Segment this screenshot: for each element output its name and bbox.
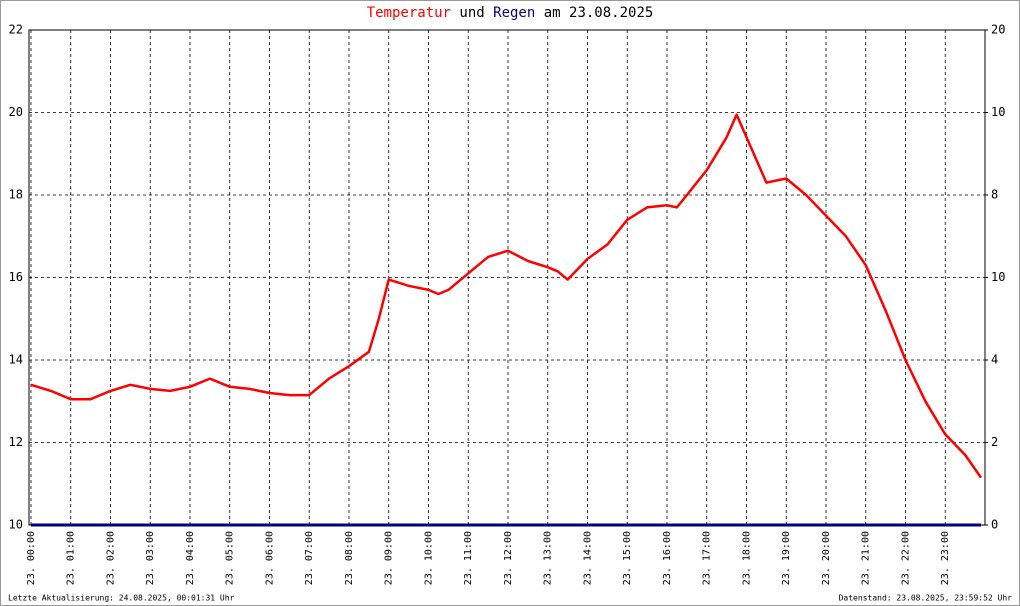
y2-tick-label: 4 — [991, 353, 998, 367]
y2-tick-label: 10 — [991, 270, 1005, 284]
y-tick-label: 20 — [9, 105, 23, 119]
x-tick-label: 23. 17:00 — [702, 531, 713, 585]
x-tick-label: 23. 11:00 — [463, 531, 474, 585]
title-part: und — [459, 5, 484, 21]
x-tick-label: 23. 18:00 — [741, 531, 752, 585]
x-tick-label: 23. 00:00 — [26, 531, 37, 585]
y-tick-label: 10 — [9, 518, 23, 532]
y-tick-label: 12 — [9, 435, 23, 449]
x-tick-label: 23. 16:00 — [662, 531, 673, 585]
x-tick-label: 23. 20:00 — [821, 531, 832, 585]
x-tick-label: 23. 19:00 — [781, 531, 792, 585]
x-tick-label: 23. 10:00 — [423, 531, 434, 585]
y2-tick-label: 0 — [991, 518, 998, 532]
chart-title: Temperatur und Regen am 23.08.2025 — [367, 5, 654, 21]
x-tick-label: 23. 21:00 — [861, 531, 872, 585]
x-tick-label: 23. 07:00 — [304, 531, 315, 585]
footer-right: Datenstand: 23.08.2025, 23:59:52 Uhr — [839, 594, 1013, 603]
y-tick-label: 16 — [9, 270, 23, 284]
y2-tick-label: 10 — [991, 105, 1005, 119]
x-tick-label: 23. 22:00 — [900, 531, 911, 585]
x-tick-label: 23. 23:00 — [940, 531, 951, 585]
y-tick-label: 18 — [9, 188, 23, 202]
x-tick-label: 23. 08:00 — [344, 531, 355, 585]
x-tick-label: 23. 05:00 — [225, 531, 236, 585]
data-line — [30, 113, 983, 479]
x-tick-label: 23. 09:00 — [384, 531, 395, 585]
x-tick-label: 23. 02:00 — [105, 531, 116, 585]
x-tick-label: 23. 01:00 — [66, 531, 77, 585]
x-tick-label: 23. 04:00 — [185, 531, 196, 585]
x-tick-label: 23. 12:00 — [503, 531, 514, 585]
x-tick-label: 23. 13:00 — [543, 531, 554, 585]
x-tick-label: 23. 06:00 — [264, 531, 275, 585]
y-tick-label: 14 — [9, 353, 23, 367]
x-tick-label: 23. 15:00 — [622, 531, 633, 585]
title-part: am 23.08.2025 — [544, 5, 654, 21]
title-part: Regen — [493, 5, 535, 21]
x-tick-label: 23. 14:00 — [582, 531, 593, 585]
y2-tick-label: 8 — [991, 188, 998, 202]
x-tick-label: 23. 03:00 — [145, 531, 156, 585]
y-tick-label: 22 — [9, 23, 23, 37]
y2-tick-label: 20 — [991, 23, 1005, 37]
y2-tick-label: 2 — [991, 435, 998, 449]
title-part: Temperatur — [367, 5, 451, 21]
footer-left: Letzte Aktualisierung: 24.08.2025, 00:01… — [8, 594, 235, 603]
